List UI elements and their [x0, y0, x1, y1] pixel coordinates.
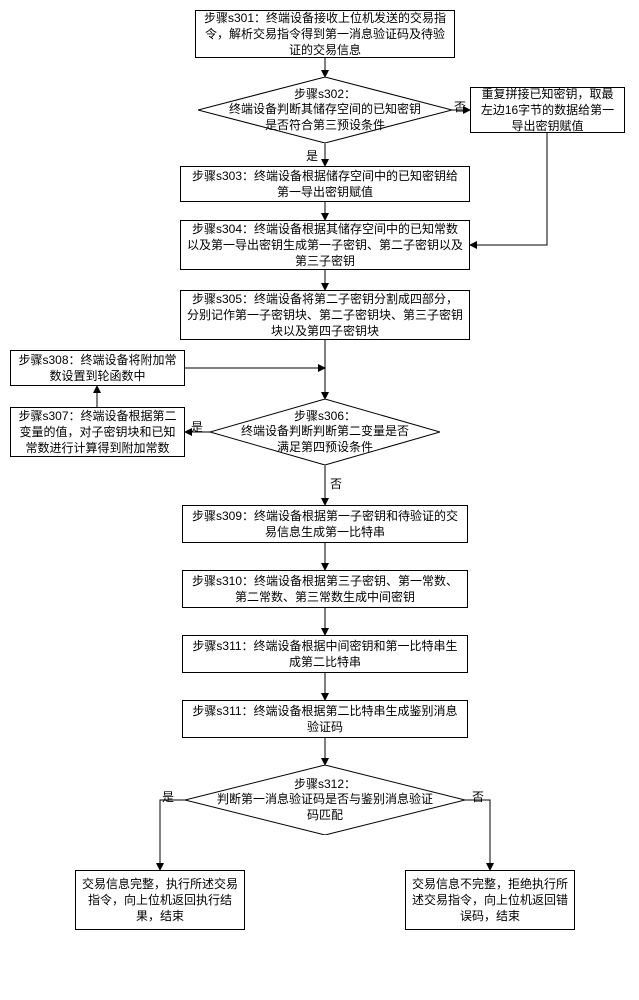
edges: [10, 10, 629, 990]
node-s307: 步骤s307：终端设备根据第二变量的值，对子密钥块和已知常数进行计算得到附加常数: [10, 407, 185, 457]
node-text: 步骤s304：终端设备根据其储存空间中的已知常数以及第一导出密钥生成第一子密钥、…: [187, 221, 463, 270]
node-text: 步骤s301：终端设备接收上位机发送的交易指令，解析交易指令得到第一消息验证码及…: [202, 10, 448, 59]
node-s310: 步骤s310：终端设备根据第三子密钥、第一常数、第二常数、第三常数生成中间密钥: [182, 570, 468, 608]
label-s306-no: 否: [330, 475, 342, 492]
node-text: 重复拼接已知密钥，取最左边16字节的数据给第一导出密钥赋值: [477, 86, 618, 135]
node-no-end: 交易信息不完整，拒绝执行所述交易指令，向上位机返回错误码，结束: [405, 870, 575, 930]
label-s302-yes: 是: [306, 147, 318, 164]
label-s312-yes: 是: [162, 788, 174, 805]
node-text: 步骤s306： 终端设备判断判断第二变量是否满足第四预设条件: [238, 409, 412, 456]
node-s302-no: 重复拼接已知密钥，取最左边16字节的数据给第一导出密钥赋值: [470, 87, 625, 133]
node-s309: 步骤s309：终端设备根据第一子密钥和待验证的交易信息生成第一比特串: [182, 505, 468, 543]
node-text: 步骤s310：终端设备根据第三子密钥、第一常数、第二常数、第三常数生成中间密钥: [189, 573, 461, 605]
node-s311a: 步骤s311：终端设备根据中间密钥和第一比特串生成第二比特串: [182, 635, 468, 673]
node-text: 交易信息完整，执行所述交易指令，向上位机返回执行结果，结束: [82, 876, 238, 925]
label-s302-no: 否: [454, 98, 466, 115]
label-s306-yes: 是: [191, 418, 203, 435]
node-s306: 步骤s306： 终端设备判断判断第二变量是否满足第四预设条件: [210, 399, 440, 465]
node-s311b: 步骤s311：终端设备根据第二比特串生成鉴别消息验证码: [182, 700, 468, 738]
node-s304: 步骤s304：终端设备根据其储存空间中的已知常数以及第一导出密钥生成第一子密钥、…: [180, 220, 470, 270]
node-text: 交易信息不完整，拒绝执行所述交易指令，向上位机返回错误码，结束: [412, 876, 568, 925]
label-s312-no: 否: [472, 788, 484, 805]
flowchart-canvas: 步骤s301：终端设备接收上位机发送的交易指令，解析交易指令得到第一消息验证码及…: [10, 10, 629, 990]
node-s312: 步骤s312： 判断第一消息验证码是否与鉴别消息验证码匹配: [185, 765, 465, 835]
node-text: 步骤s307：终端设备根据第二变量的值，对子密钥块和已知常数进行计算得到附加常数: [17, 408, 178, 457]
node-text: 步骤s305：终端设备将第二子密钥分割成四部分，分别记作第一子密钥块、第二子密钥…: [187, 291, 463, 340]
node-text: 步骤s308：终端设备将附加常数设置到轮函数中: [17, 352, 178, 384]
node-s302: 步骤s302： 终端设备判断其储存空间的已知密钥是否符合第三预设条件: [198, 77, 452, 143]
node-s308: 步骤s308：终端设备将附加常数设置到轮函数中: [10, 350, 185, 386]
node-text: 步骤s302： 终端设备判断其储存空间的已知密钥是否符合第三预设条件: [226, 87, 424, 134]
node-s305: 步骤s305：终端设备将第二子密钥分割成四部分，分别记作第一子密钥块、第二子密钥…: [180, 290, 470, 340]
node-s301: 步骤s301：终端设备接收上位机发送的交易指令，解析交易指令得到第一消息验证码及…: [195, 10, 455, 58]
node-text: 步骤s311：终端设备根据第二比特串生成鉴别消息验证码: [189, 703, 461, 735]
node-text: 步骤s303：终端设备根据储存空间中的已知密钥给第一导出密钥赋值: [187, 168, 463, 200]
node-s303: 步骤s303：终端设备根据储存空间中的已知密钥给第一导出密钥赋值: [180, 166, 470, 202]
node-text: 步骤s309：终端设备根据第一子密钥和待验证的交易信息生成第一比特串: [189, 508, 461, 540]
node-text: 步骤s312： 判断第一消息验证码是否与鉴别消息验证码匹配: [213, 777, 437, 824]
node-yes-end: 交易信息完整，执行所述交易指令，向上位机返回执行结果，结束: [75, 870, 245, 930]
node-text: 步骤s311：终端设备根据中间密钥和第一比特串生成第二比特串: [189, 638, 461, 670]
